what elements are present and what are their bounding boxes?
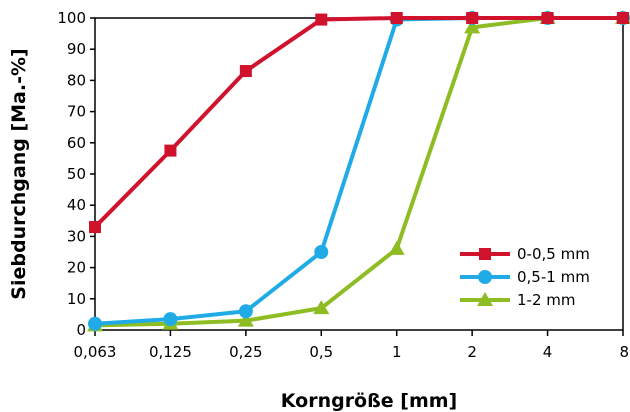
y-tick-label: 40 bbox=[67, 196, 86, 214]
series-line bbox=[93, 16, 623, 229]
x-tick-label: 2 bbox=[467, 343, 477, 361]
legend-label: 1-2 mm bbox=[517, 291, 576, 309]
x-tick-label: 0,5 bbox=[309, 343, 333, 361]
legend-label: 0,5-1 mm bbox=[517, 268, 590, 286]
data-point bbox=[163, 312, 178, 327]
y-tick-label: 90 bbox=[67, 40, 86, 58]
data-point bbox=[88, 316, 102, 331]
x-tick-label: 8 bbox=[619, 343, 629, 361]
legend: 0-0,5 mm 0,5-1 mm 1-2 mm bbox=[460, 245, 590, 309]
data-point bbox=[164, 144, 177, 157]
legend-label: 0-0,5 mm bbox=[517, 245, 590, 263]
data-point bbox=[313, 300, 330, 315]
y-tick-label: 100 bbox=[57, 9, 86, 27]
data-point bbox=[315, 13, 328, 26]
data-point bbox=[617, 12, 629, 24]
series-square bbox=[89, 12, 629, 234]
x-tick-label: 0,25 bbox=[229, 343, 262, 361]
x-tick-label: 0,063 bbox=[74, 343, 117, 361]
x-axis-title: Korngröße [mm] bbox=[281, 390, 458, 412]
x-axis: 0,063 0,125 0,25 0,5 1 2 4 8 bbox=[74, 330, 629, 361]
x-tick-label: 0,125 bbox=[149, 343, 192, 361]
y-tick-label: 60 bbox=[67, 134, 86, 152]
legend-marker bbox=[479, 248, 491, 260]
y-tick-label: 50 bbox=[67, 165, 86, 183]
x-tick-label: 1 bbox=[392, 343, 402, 361]
data-point bbox=[239, 65, 252, 78]
data-point bbox=[466, 12, 479, 24]
data-point bbox=[238, 304, 253, 319]
series-layer bbox=[87, 10, 630, 332]
x-tick-label: 4 bbox=[543, 343, 553, 361]
legend-marker bbox=[477, 292, 493, 306]
y-tick-label: 70 bbox=[67, 103, 86, 121]
y-axis-title: Siebdurchgang [Ma.-%] bbox=[8, 48, 30, 299]
y-tick-label: 30 bbox=[67, 227, 86, 245]
data-point bbox=[314, 245, 329, 259]
legend-marker bbox=[478, 270, 492, 284]
y-axis: 0 10 20 30 40 50 60 70 80 90 100 bbox=[57, 9, 95, 339]
y-tick-label: 0 bbox=[76, 321, 86, 339]
data-point bbox=[390, 12, 403, 24]
y-tick-label: 10 bbox=[67, 290, 86, 308]
data-point bbox=[89, 221, 101, 234]
data-point bbox=[541, 12, 554, 24]
data-point bbox=[237, 312, 254, 327]
data-point bbox=[464, 19, 481, 34]
y-tick-label: 80 bbox=[67, 71, 86, 89]
y-tick-label: 20 bbox=[67, 259, 86, 277]
data-point bbox=[388, 240, 405, 255]
